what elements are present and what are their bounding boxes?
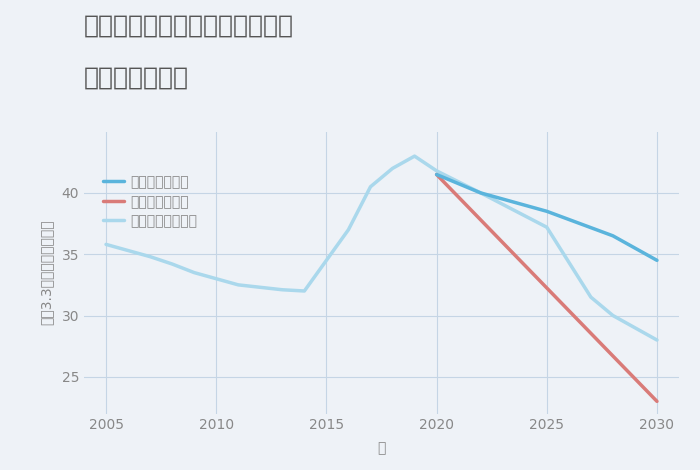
- ノーマルシナリオ: [278, 287, 286, 293]
- Line: グッドシナリオ: グッドシナリオ: [437, 174, 657, 260]
- ノーマルシナリオ: [344, 227, 353, 233]
- ノーマルシナリオ: [542, 224, 551, 230]
- Legend: グッドシナリオ, バッドシナリオ, ノーマルシナリオ: グッドシナリオ, バッドシナリオ, ノーマルシナリオ: [103, 175, 197, 228]
- ノーマルシナリオ: [389, 165, 397, 171]
- ノーマルシナリオ: [410, 153, 419, 159]
- ノーマルシナリオ: [609, 313, 617, 318]
- グッドシナリオ: [609, 233, 617, 239]
- ノーマルシナリオ: [190, 270, 198, 275]
- X-axis label: 年: 年: [377, 441, 386, 455]
- ノーマルシナリオ: [322, 258, 330, 263]
- Text: 福岡県粕屋郡志免町東公園台の: 福岡県粕屋郡志免町東公園台の: [84, 14, 294, 38]
- ノーマルシナリオ: [433, 168, 441, 173]
- ノーマルシナリオ: [102, 242, 110, 247]
- Y-axis label: 坪（3.3㎡）単価（万円）: 坪（3.3㎡）単価（万円）: [39, 220, 53, 325]
- ノーマルシナリオ: [366, 184, 375, 189]
- ノーマルシナリオ: [146, 254, 154, 259]
- Text: 土地の価格推移: 土地の価格推移: [84, 66, 189, 90]
- グッドシナリオ: [542, 209, 551, 214]
- ノーマルシナリオ: [477, 190, 485, 196]
- ノーマルシナリオ: [234, 282, 242, 288]
- ノーマルシナリオ: [124, 248, 132, 253]
- ノーマルシナリオ: [653, 337, 662, 343]
- ノーマルシナリオ: [168, 261, 176, 267]
- ノーマルシナリオ: [300, 288, 309, 294]
- Line: ノーマルシナリオ: ノーマルシナリオ: [106, 156, 657, 340]
- ノーマルシナリオ: [256, 284, 265, 290]
- ノーマルシナリオ: [587, 294, 595, 300]
- グッドシナリオ: [433, 172, 441, 177]
- グッドシナリオ: [653, 258, 662, 263]
- グッドシナリオ: [477, 190, 485, 196]
- ノーマルシナリオ: [212, 276, 220, 282]
